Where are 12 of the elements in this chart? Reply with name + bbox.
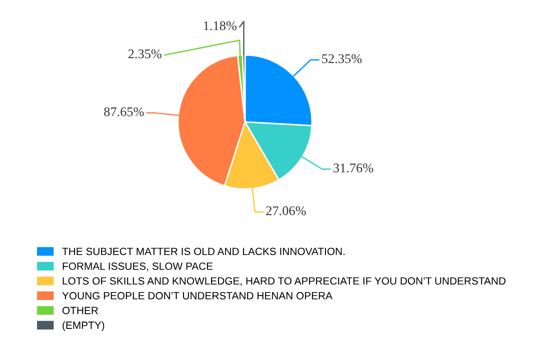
data-label: 87.65% [104,107,144,116]
data-label: 1.18% [204,21,237,30]
legend-label: (EMPTY) [62,321,104,331]
legend-label: FORMAL ISSUES, SLOW PACE [62,262,213,272]
legend-label: OTHER [62,306,98,314]
data-label: 31.76% [334,164,374,172]
legend-label: LOTS OF SKILLS AND KNOWLEDGE, HARD TO APPRECIATE IF YOU DON’T UNDERSTAND [62,277,506,286]
data-label: 2.35% [128,49,162,58]
legend-label: THE SUBJECT MATTER IS OLD AND LACKS INNOVATION. [62,248,344,256]
data-label: 27.06% [266,206,306,216]
legend-label: YOUNG PEOPLE DON’T UNDERSTAND HENAN OPERA [62,292,332,300]
data-label: 52.35% [322,54,362,64]
